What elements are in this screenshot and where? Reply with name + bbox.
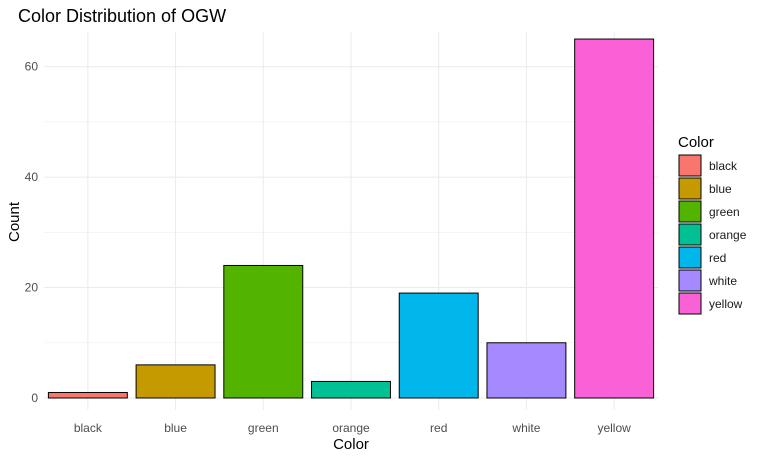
- legend-label: white: [708, 274, 737, 288]
- x-tick-label: blue: [164, 421, 187, 435]
- x-tick-label: red: [430, 421, 447, 435]
- bar-white: [486, 342, 567, 399]
- y-axis-title: Count: [6, 201, 23, 242]
- x-axis-title: Color: [333, 436, 369, 453]
- legend-label: yellow: [709, 297, 743, 311]
- x-tick-label: white: [511, 421, 540, 435]
- legend-key-black: [678, 154, 702, 177]
- bar-orange: [311, 380, 391, 399]
- x-axis-ticks: black blue green orange red white yellow: [74, 421, 631, 435]
- y-axis-ticks: 0 20 40 60: [25, 60, 39, 405]
- bar-red: [398, 292, 479, 399]
- legend-key-blue: [678, 177, 702, 200]
- x-tick-label: green: [248, 421, 279, 435]
- legend-label: black: [709, 159, 738, 173]
- bar-green: [223, 264, 304, 399]
- legend-key-yellow: [678, 292, 702, 315]
- legend-key-white: [678, 269, 702, 292]
- legend-title: Color: [678, 134, 714, 151]
- y-tick-label: 20: [25, 281, 39, 295]
- legend-label: orange: [709, 228, 747, 242]
- y-tick-label: 0: [31, 391, 38, 405]
- legend-key-orange: [678, 223, 702, 246]
- bar-yellow: [574, 38, 655, 399]
- legend-key-green: [678, 200, 702, 223]
- legend-label: blue: [709, 182, 732, 196]
- legend-key-red: [678, 246, 702, 269]
- x-tick-label: black: [74, 421, 103, 435]
- x-tick-label: orange: [332, 421, 370, 435]
- y-tick-label: 60: [25, 60, 39, 74]
- legend: Color black blue green orange red white yellow: [678, 134, 747, 315]
- bar-blue: [135, 364, 216, 399]
- legend-label: green: [709, 205, 740, 219]
- legend-label: red: [709, 251, 726, 265]
- y-tick-label: 40: [25, 170, 39, 184]
- chart-title: Color Distribution of OGW: [18, 6, 226, 26]
- bar-black: [47, 391, 128, 399]
- x-tick-label: yellow: [597, 421, 631, 435]
- bars: [47, 38, 655, 399]
